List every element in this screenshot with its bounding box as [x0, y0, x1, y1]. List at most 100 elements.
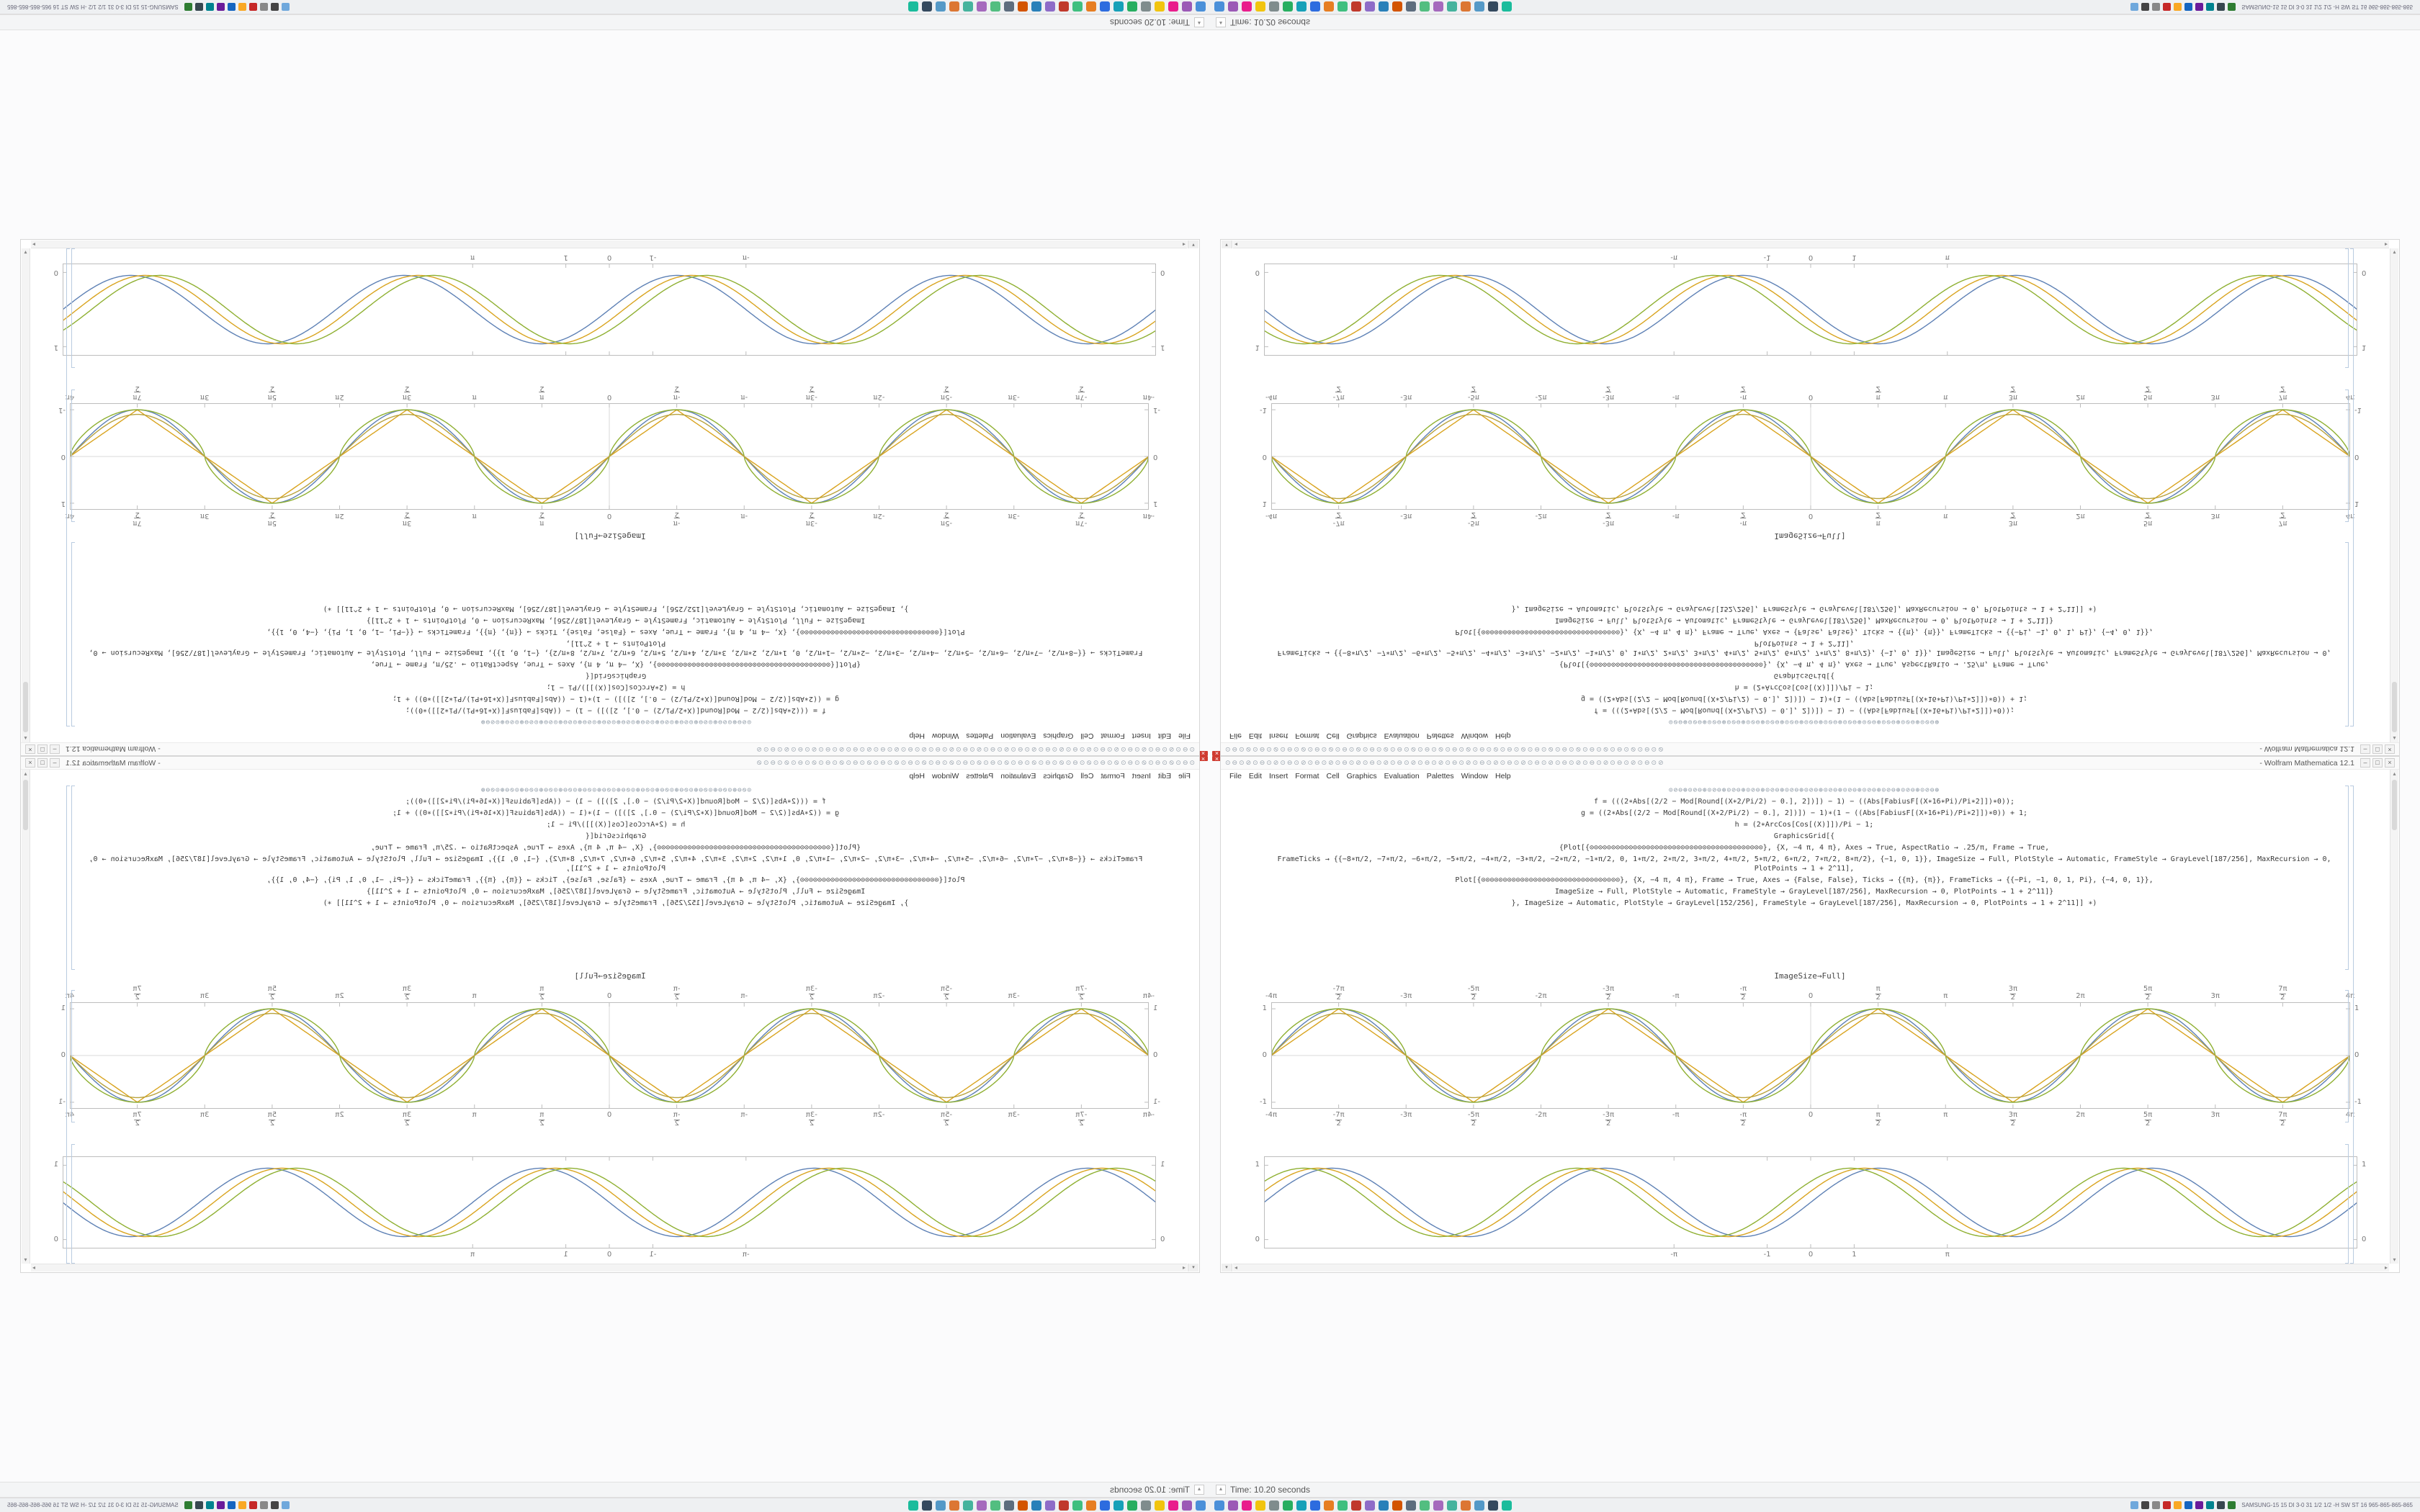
menu-item-format[interactable]: Format — [1295, 732, 1319, 740]
taskbar-app-icon[interactable] — [908, 1, 918, 12]
close-button[interactable]: × — [25, 758, 35, 768]
cell-bracket-plot2[interactable] — [2345, 1144, 2349, 1264]
scroll-up-icon[interactable]: ▴ — [2393, 770, 2396, 777]
chevron-up-icon[interactable]: ▴ — [1194, 17, 1204, 27]
magnification-widget[interactable]: ▾ — [1188, 1264, 1198, 1272]
taskbar-app-icon[interactable] — [1310, 1500, 1320, 1511]
cell-bracket-group[interactable] — [66, 248, 70, 726]
taskbar-app-icon[interactable] — [1031, 1, 1041, 12]
tray-icon[interactable] — [2184, 3, 2193, 11]
taskbar-app-icon[interactable] — [1488, 1, 1498, 12]
taskbar-app-icon[interactable] — [1031, 1500, 1041, 1511]
taskbar-app-icon[interactable] — [1018, 1500, 1028, 1511]
taskbar-app-icon[interactable] — [1474, 1, 1484, 12]
scrollbar-thumb[interactable] — [2392, 780, 2397, 830]
scroll-down-icon[interactable]: ▾ — [24, 249, 27, 256]
scroll-up-icon[interactable]: ▴ — [2393, 735, 2396, 742]
tray-icon[interactable] — [2206, 1501, 2215, 1509]
horizontal-scrollbar[interactable]: ◂ ▸ — [31, 240, 1187, 248]
cell-bracket-plot1[interactable] — [71, 990, 75, 1122]
taskbar-app-icon[interactable] — [1113, 1500, 1124, 1511]
menu-item-edit[interactable]: Edit — [1157, 772, 1172, 780]
scroll-up-icon[interactable]: ▴ — [24, 735, 27, 742]
taskbar-app-icon[interactable] — [1365, 1500, 1375, 1511]
taskbar-app-icon[interactable] — [1447, 1500, 1457, 1511]
horizontal-scrollbar[interactable]: ◂ ▸ — [1233, 1264, 2389, 1272]
tray-icon[interactable] — [184, 3, 192, 11]
taskbar-app-icon[interactable] — [1420, 1500, 1430, 1511]
taskbar-app-icon[interactable] — [1155, 1, 1165, 12]
taskbar-app-icon[interactable] — [1196, 1500, 1206, 1511]
taskbar-app-icon[interactable] — [1018, 1, 1028, 12]
taskbar-app-icon[interactable] — [1406, 1500, 1416, 1511]
menu-item-palettes[interactable]: Palettes — [1426, 772, 1454, 780]
taskbar-app-icon[interactable] — [1168, 1, 1178, 12]
tray-icon[interactable] — [259, 1501, 268, 1509]
taskbar-app-icon[interactable] — [936, 1500, 946, 1511]
taskbar-app-icon[interactable] — [990, 1500, 1000, 1511]
menu-item-graphics[interactable]: Graphics — [1043, 732, 1074, 740]
magnification-widget[interactable]: ▾ — [1188, 240, 1198, 248]
maximize-button[interactable]: □ — [2372, 758, 2383, 768]
menu-item-graphics[interactable]: Graphics — [1346, 772, 1377, 780]
menu-item-file[interactable]: File — [1229, 732, 1242, 740]
taskbar-app-icon[interactable] — [1324, 1500, 1334, 1511]
menu-item-edit[interactable]: Edit — [1248, 772, 1263, 780]
taskbar-app-icon[interactable] — [1447, 1, 1457, 12]
menu-item-help[interactable]: Help — [1495, 732, 1511, 740]
menu-item-insert[interactable]: Insert — [1269, 732, 1289, 740]
tray-icon[interactable] — [259, 3, 268, 11]
taskbar-app-icon[interactable] — [1072, 1, 1083, 12]
menu-item-format[interactable]: Format — [1101, 732, 1125, 740]
taskbar-app-icon[interactable] — [1059, 1, 1069, 12]
taskbar-app-icon[interactable] — [1461, 1, 1471, 12]
tray-icon[interactable] — [194, 3, 203, 11]
scroll-left-icon[interactable]: ◂ — [1234, 241, 1238, 248]
taskbar-app-icon[interactable] — [1310, 1, 1320, 12]
scroll-down-icon[interactable]: ▾ — [2393, 249, 2396, 256]
taskbar-app-icon[interactable] — [1045, 1500, 1055, 1511]
taskbar-app-icon[interactable] — [1072, 1500, 1083, 1511]
taskbar-app-icon[interactable] — [1296, 1500, 1307, 1511]
tray-icon[interactable] — [227, 1501, 236, 1509]
taskbar-app-icon[interactable] — [1433, 1, 1443, 12]
vertical-scrollbar[interactable]: ▴ ▾ — [22, 248, 30, 742]
tray-icon[interactable] — [194, 1501, 203, 1509]
taskbar-app-icon[interactable] — [1283, 1, 1293, 12]
scrollbar-thumb[interactable] — [23, 682, 28, 732]
menu-item-cell[interactable]: Cell — [1326, 772, 1340, 780]
taskbar-app-icon[interactable] — [1214, 1, 1224, 12]
scroll-right-icon[interactable]: ▸ — [32, 1264, 36, 1271]
cell-bracket-group[interactable] — [66, 786, 70, 1264]
tray-icon[interactable] — [184, 1501, 192, 1509]
taskbar-app-icon[interactable] — [963, 1, 973, 12]
menu-item-evaluation[interactable]: Evaluation — [1000, 732, 1036, 740]
taskbar-app-icon[interactable] — [1100, 1500, 1110, 1511]
code-cell[interactable]: ⊙⊘⊖⊕⊙⊘⊖⊕⊙⊘⊖⊕⊙⊘⊖⊕⊙⊘⊖⊕⊙⊘⊖⊕⊙⊘⊖⊕⊙⊘⊖⊕⊙⊘⊖⊕⊙⊘⊖⊕… — [83, 786, 1149, 970]
taskbar-app-icon[interactable] — [1155, 1500, 1165, 1511]
minimize-button[interactable]: – — [50, 758, 60, 768]
scrollbar-thumb[interactable] — [23, 780, 28, 830]
tray-icon[interactable] — [216, 1501, 225, 1509]
taskbar-app-icon[interactable] — [1269, 1, 1279, 12]
tray-icon[interactable] — [2141, 3, 2150, 11]
tray-icon[interactable] — [281, 1501, 290, 1509]
cell-bracket-plot2[interactable] — [2345, 248, 2349, 368]
taskbar-app-icon[interactable] — [1406, 1, 1416, 12]
taskbar-app-icon[interactable] — [1141, 1, 1151, 12]
window-titlebar[interactable]: ⊙⊖⊙⊘⊙⊖⊙⊘⊙⊖⊙⊘⊙⊖⊙⊘⊙⊖⊙⊘⊙⊖⊙⊘⊙⊖⊙⊘⊙⊖⊙⊘⊙⊖⊙⊘⊙⊖⊙⊘… — [21, 742, 1199, 755]
scroll-down-icon[interactable]: ▾ — [2393, 1256, 2396, 1263]
taskbar-app-icon[interactable] — [1461, 1500, 1471, 1511]
window-titlebar[interactable]: ⊙⊖⊙⊘⊙⊖⊙⊘⊙⊖⊙⊘⊙⊖⊙⊘⊙⊖⊙⊘⊙⊖⊙⊘⊙⊖⊙⊘⊙⊖⊙⊘⊙⊖⊙⊘⊙⊖⊙⊘… — [1221, 742, 2399, 755]
taskbar-app-icon[interactable] — [1379, 1, 1389, 12]
tray-icon[interactable] — [270, 3, 279, 11]
taskbar-app-icon[interactable] — [1488, 1500, 1498, 1511]
horizontal-scrollbar[interactable]: ◂ ▸ — [31, 1264, 1187, 1272]
scroll-up-icon[interactable]: ▴ — [24, 770, 27, 777]
scroll-right-icon[interactable]: ▸ — [32, 241, 36, 248]
taskbar-app-icon[interactable] — [1474, 1500, 1484, 1511]
taskbar-app-icon[interactable] — [1337, 1500, 1348, 1511]
taskbar-app-icon[interactable] — [1324, 1, 1334, 12]
window-titlebar[interactable]: ⊙⊖⊙⊘⊙⊖⊙⊘⊙⊖⊙⊘⊙⊖⊙⊘⊙⊖⊙⊘⊙⊖⊙⊘⊙⊖⊙⊘⊙⊖⊙⊘⊙⊖⊙⊘⊙⊖⊙⊘… — [21, 757, 1199, 770]
taskbar-app-icon[interactable] — [1255, 1, 1265, 12]
